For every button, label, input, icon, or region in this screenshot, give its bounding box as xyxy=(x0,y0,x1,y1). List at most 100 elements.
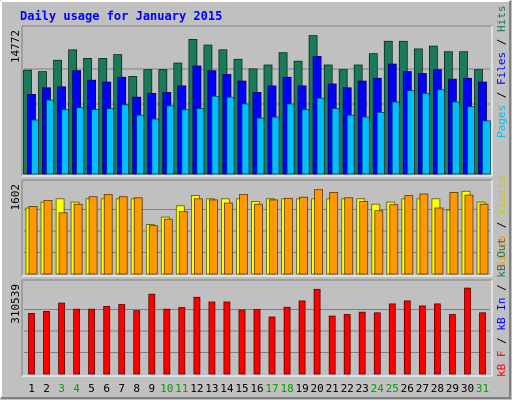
bar-sites-day-8 xyxy=(133,197,143,275)
bar-sites-day-18 xyxy=(284,197,294,275)
bar-sites-day-9 xyxy=(148,225,158,275)
bar-kb-f-day-25 xyxy=(388,303,396,375)
bar-sites-day-10 xyxy=(163,218,173,275)
bar-sites-day-31 xyxy=(479,203,489,275)
x-tick-label-day-22: 22 xyxy=(341,382,354,395)
bar-kb-f-day-12 xyxy=(193,296,201,375)
bar-sites-day-5 xyxy=(88,196,98,275)
x-tick-label-day-28: 28 xyxy=(431,382,444,395)
x-tick-label-day-12: 12 xyxy=(190,382,203,395)
bar-sites-day-27 xyxy=(419,193,429,275)
x-tick-label-day-2: 2 xyxy=(43,382,50,395)
y-max-label-visits-sites: 1602 xyxy=(9,184,22,211)
bar-kb-f-day-21 xyxy=(328,315,336,375)
x-tick-label-day-25: 25 xyxy=(386,382,399,395)
bar-kb-f-day-28 xyxy=(433,303,441,375)
x-tick-label-day-17: 17 xyxy=(265,382,278,395)
bar-sites-day-20 xyxy=(314,189,324,275)
x-tick-label-day-6: 6 xyxy=(103,382,110,395)
x-tick-label-day-1: 1 xyxy=(28,382,35,395)
bar-kb-f-day-16 xyxy=(253,309,261,375)
x-tick-label-day-5: 5 xyxy=(88,382,95,395)
legend-sites-visits: Sites / Visits xyxy=(495,175,508,268)
bar-sites-day-17 xyxy=(269,199,278,275)
panel-hits-files-pages xyxy=(21,25,493,177)
bar-kb-f-day-3 xyxy=(58,302,65,375)
bar-kb-f-day-9 xyxy=(148,293,156,375)
x-tick-label-day-21: 21 xyxy=(326,382,339,395)
x-tick-label-day-9: 9 xyxy=(148,382,155,395)
bar-sites-day-15 xyxy=(239,194,248,275)
bar-pages-day-31 xyxy=(482,120,491,175)
bar-sites-day-3 xyxy=(58,212,68,275)
bar-sites-day-4 xyxy=(73,203,83,275)
x-tick-label-day-16: 16 xyxy=(250,382,263,395)
bar-kb-f-day-5 xyxy=(88,308,95,375)
bar-kb-f-day-26 xyxy=(403,300,411,375)
bar-sites-day-21 xyxy=(329,191,339,275)
bar-kb-f-day-18 xyxy=(283,306,291,375)
x-tick-label-day-31: 31 xyxy=(476,382,489,395)
bar-sites-day-7 xyxy=(118,196,128,275)
bar-kb-f-day-29 xyxy=(448,314,456,375)
bar-kb-f-day-13 xyxy=(208,301,216,375)
bar-kb-f-day-17 xyxy=(268,316,276,375)
bar-kb-f-day-27 xyxy=(418,305,426,375)
legend-pages-files-hits: Pages / Files / Hits xyxy=(495,6,508,139)
x-tick-label-day-26: 26 xyxy=(401,382,414,395)
x-tick-label-day-29: 29 xyxy=(446,382,459,395)
x-tick-label-day-13: 13 xyxy=(205,382,218,395)
chart-panels xyxy=(21,25,493,377)
y-max-label-kbytes: 310539 xyxy=(9,284,22,324)
chart-title: Daily usage for January 2015 xyxy=(20,9,222,23)
bar-kb-f-day-2 xyxy=(43,310,50,375)
bar-sites-day-22 xyxy=(344,197,354,275)
x-tick-label-day-14: 14 xyxy=(220,382,234,395)
x-tick-label-day-20: 20 xyxy=(310,382,323,395)
bar-sites-day-2 xyxy=(43,200,53,275)
panel-visits-sites xyxy=(21,179,493,277)
bar-sites-day-25 xyxy=(389,204,399,275)
x-tick-label-day-23: 23 xyxy=(356,382,369,395)
x-tick-label-day-8: 8 xyxy=(133,382,140,395)
bar-sites-day-24 xyxy=(374,210,384,275)
bar-kb-f-day-22 xyxy=(343,314,351,375)
x-axis-labels: 1 2 3 4 5 6 7 8 9 10 11 12 13 14 15 16 17 18 19 20 21 22 23 24 2… xyxy=(28,382,489,395)
bar-kb-f-day-7 xyxy=(118,304,126,375)
bar-kb-f-day-23 xyxy=(358,311,366,375)
bar-kb-f-day-11 xyxy=(178,307,186,375)
bar-kb-f-day-19 xyxy=(298,300,306,375)
x-tick-label-day-24: 24 xyxy=(371,382,385,395)
bar-kb-f-day-14 xyxy=(223,301,231,375)
bar-kb-f-day-1 xyxy=(28,312,35,375)
bar-kb-f-day-24 xyxy=(373,312,381,375)
x-tick-label-day-3: 3 xyxy=(58,382,65,395)
x-tick-label-day-19: 19 xyxy=(295,382,308,395)
bar-sites-day-13 xyxy=(208,199,218,275)
bar-sites-day-6 xyxy=(103,194,113,275)
bar-sites-day-19 xyxy=(299,196,309,275)
bar-sites-day-11 xyxy=(178,211,188,275)
bar-kb-f-day-10 xyxy=(163,308,171,375)
bar-sites-day-12 xyxy=(193,198,203,275)
bar-sites-day-26 xyxy=(404,195,414,275)
y-axis-max-labels: 14772 1602 310539 xyxy=(9,30,22,324)
x-tick-label-day-15: 15 xyxy=(235,382,248,395)
bar-kb-f-day-8 xyxy=(133,310,141,375)
bar-kb-f-day-20 xyxy=(313,288,321,375)
bar-kb-f-day-4 xyxy=(73,308,80,375)
x-tick-label-day-4: 4 xyxy=(73,382,80,395)
x-tick-label-day-11: 11 xyxy=(175,382,188,395)
legend-kbytes: kB F / kB In / kB Out xyxy=(495,238,508,377)
bar-sites-day-30 xyxy=(464,194,474,275)
bar-kb-f-day-6 xyxy=(103,305,111,375)
bar-sites-day-14 xyxy=(223,202,233,275)
bar-sites-day-29 xyxy=(449,191,459,275)
x-tick-label-day-10: 10 xyxy=(160,382,173,395)
bar-sites-day-1 xyxy=(28,205,38,275)
x-tick-label-day-7: 7 xyxy=(118,382,125,395)
bar-sites-day-23 xyxy=(359,201,369,275)
y-max-label-hits-files-pages: 14772 xyxy=(9,30,22,63)
